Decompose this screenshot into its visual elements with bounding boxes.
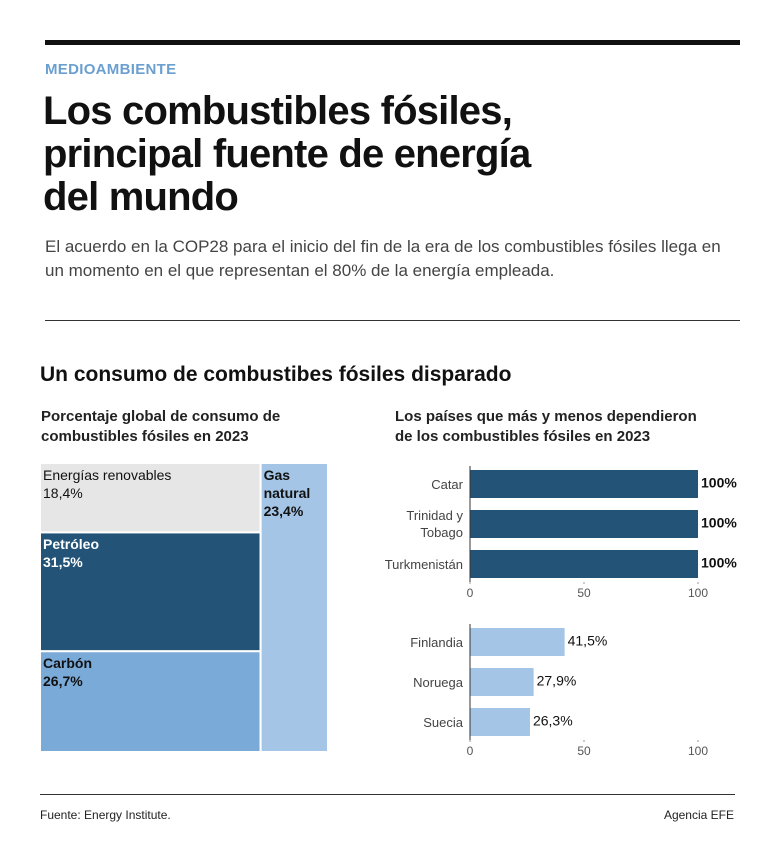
cell-value: 26,7% — [43, 673, 83, 690]
kicker: MEDIOAMBIENTE — [45, 61, 177, 78]
bar — [470, 510, 698, 538]
x-tick-label: 0 — [467, 586, 474, 600]
subtitle: El acuerdo en la COP28 para el inicio de… — [45, 237, 721, 280]
category-label: Turkmenistán — [384, 556, 463, 572]
treemap-cell — [39, 531, 262, 653]
value-label: 100% — [701, 555, 737, 571]
treemap-cell — [39, 650, 262, 753]
cell-value: 23,4% — [263, 503, 304, 519]
x-tick-label: 0 — [467, 744, 474, 758]
x-tick-label: 50 — [577, 744, 591, 758]
category-label: Trinidad y Tobago — [406, 508, 463, 540]
bar — [470, 708, 530, 736]
cell-label: Petróleo — [43, 536, 100, 553]
value-label: 27,9% — [537, 673, 577, 689]
section-title: Un consumo de combustibes fósiles dispar… — [40, 363, 512, 386]
source: Fuente: Energy Institute. — [40, 808, 171, 822]
credit: Agencia EFE — [663, 808, 734, 822]
cell-value: 31,5% — [43, 554, 83, 571]
bar — [470, 668, 534, 696]
bar — [470, 628, 565, 656]
divider — [45, 320, 740, 321]
value-label: 26,3% — [533, 713, 573, 729]
cell-value: 18,4% — [43, 485, 83, 501]
value-label: 41,5% — [568, 633, 608, 649]
category-label: Finlandia — [410, 634, 463, 650]
x-tick-label: 100 — [688, 744, 708, 758]
bar — [470, 550, 698, 578]
value-label: 100% — [701, 475, 737, 491]
chart-title: Los países que más y menos dependieron d… — [395, 408, 697, 445]
cell-label: Energías renovables — [43, 467, 172, 483]
headline: Los combustibles fósiles, principal fuen… — [43, 89, 531, 219]
value-label: 100% — [701, 515, 737, 531]
cell-label: Gas natural — [263, 467, 311, 501]
treemap-cell — [259, 462, 329, 753]
category-label: Catar — [431, 476, 463, 492]
x-tick-label: 50 — [577, 586, 591, 600]
cell-label: Carbón — [43, 655, 92, 672]
chart-title: Porcentaje global de consumo de combusti… — [41, 408, 281, 445]
top-rule — [45, 40, 740, 45]
category-label: Noruega — [413, 674, 463, 690]
footer-rule — [40, 794, 735, 795]
category-label: Suecia — [423, 714, 463, 730]
bar — [470, 470, 698, 498]
x-tick-label: 100 — [688, 586, 708, 600]
